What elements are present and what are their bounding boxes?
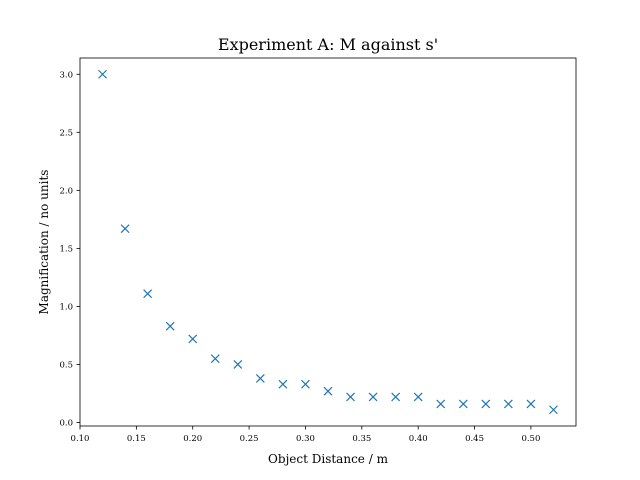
data-points	[98, 69, 558, 415]
x-tick-label: 0.20	[183, 434, 202, 444]
data-point	[143, 289, 153, 299]
data-point	[458, 399, 468, 409]
data-point	[391, 392, 401, 402]
data-point	[233, 360, 243, 369]
x-tick-label: 0.45	[465, 434, 484, 444]
y-tick-label: 0.0	[59, 419, 73, 429]
y-tick-label: 3.0	[59, 70, 73, 80]
x-tick-label: 0.25	[240, 434, 259, 444]
data-point	[165, 321, 175, 331]
data-point	[346, 392, 355, 402]
chart-title: Experiment A: M against s'	[218, 35, 438, 54]
y-tick-label: 2.5	[59, 128, 73, 138]
data-point	[210, 354, 220, 364]
x-tick-label: 0.40	[409, 434, 428, 444]
data-point	[436, 399, 446, 409]
data-point	[255, 373, 265, 383]
data-point	[503, 399, 513, 409]
x-tick-label: 0.50	[521, 434, 540, 444]
y-tick-label: 2.0	[59, 186, 73, 196]
data-point	[323, 386, 333, 396]
data-point	[98, 69, 107, 79]
y-tick-label: 1.0	[59, 302, 73, 312]
x-tick-label: 0.15	[127, 434, 146, 444]
data-point	[481, 399, 491, 409]
x-tick-label: 0.35	[352, 434, 371, 444]
y-axis: 0.0 0.5 1.0 1.5 2.0 2.5 3.0	[59, 70, 80, 429]
y-axis-label: Magnification / no units	[37, 170, 51, 315]
x-axis-label: Object Distance / m	[268, 452, 389, 466]
x-axis: 0.10 0.15 0.20 0.25 0.30 0.35 0.40 0.45 0.50	[71, 426, 540, 444]
y-tick-label: 1.5	[59, 244, 73, 254]
y-tick-label: 0.5	[59, 360, 73, 370]
data-point	[368, 392, 378, 402]
x-tick-label: 0.30	[296, 434, 315, 444]
data-point	[301, 379, 310, 389]
plot-area	[79, 57, 577, 427]
data-point	[549, 405, 558, 415]
data-point	[278, 379, 288, 389]
data-point	[120, 224, 130, 234]
data-point	[526, 399, 536, 409]
data-point	[413, 392, 423, 402]
x-tick-label: 0.10	[71, 434, 90, 444]
data-point	[188, 334, 198, 344]
